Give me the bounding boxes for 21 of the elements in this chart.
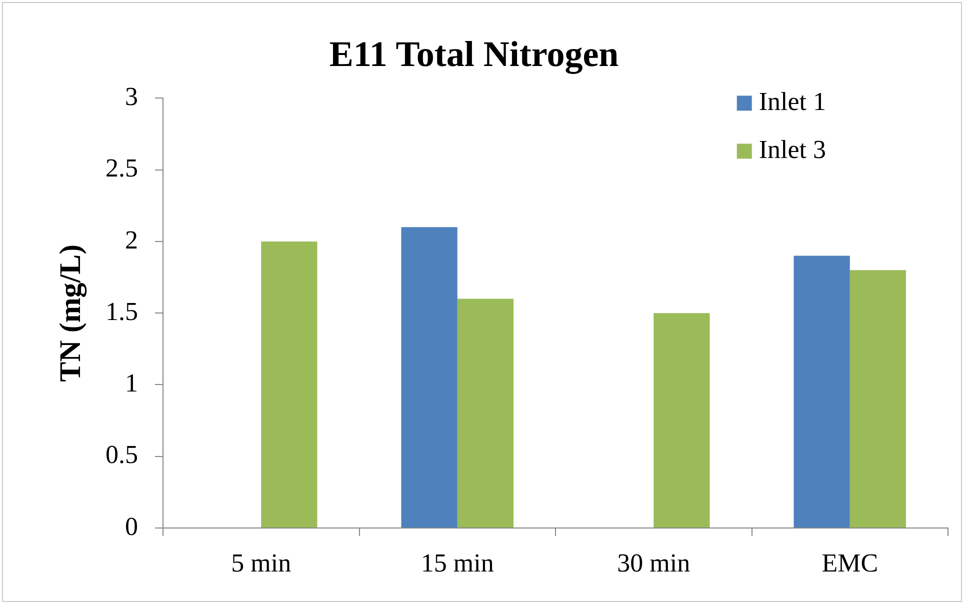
y-tick-label: 2	[125, 225, 138, 254]
y-tick-label: 1	[125, 368, 138, 398]
legend-label: Inlet 1	[758, 87, 826, 116]
legend-label: Inlet 3	[758, 135, 826, 164]
y-tick-label: 0.5	[106, 440, 138, 470]
bar	[850, 270, 906, 528]
x-tick-label: 30 min	[617, 548, 690, 578]
x-tick-label: 15 min	[420, 548, 494, 578]
bar	[794, 256, 850, 528]
x-tick-label: EMC	[822, 548, 878, 578]
y-axis-title: TN (mg/L)	[54, 244, 87, 382]
bar	[457, 298, 514, 528]
y-tick-label: 0	[125, 512, 138, 541]
chart-title: E11 Total Nitrogen	[329, 34, 619, 74]
x-tick-label: 5 min	[231, 548, 292, 578]
y-tick-label: 3	[125, 82, 138, 112]
bar	[401, 227, 458, 528]
bar	[261, 241, 318, 528]
bar	[654, 313, 710, 528]
y-tick-label: 2.5	[106, 154, 138, 183]
y-tick-label: 1.5	[106, 296, 138, 326]
